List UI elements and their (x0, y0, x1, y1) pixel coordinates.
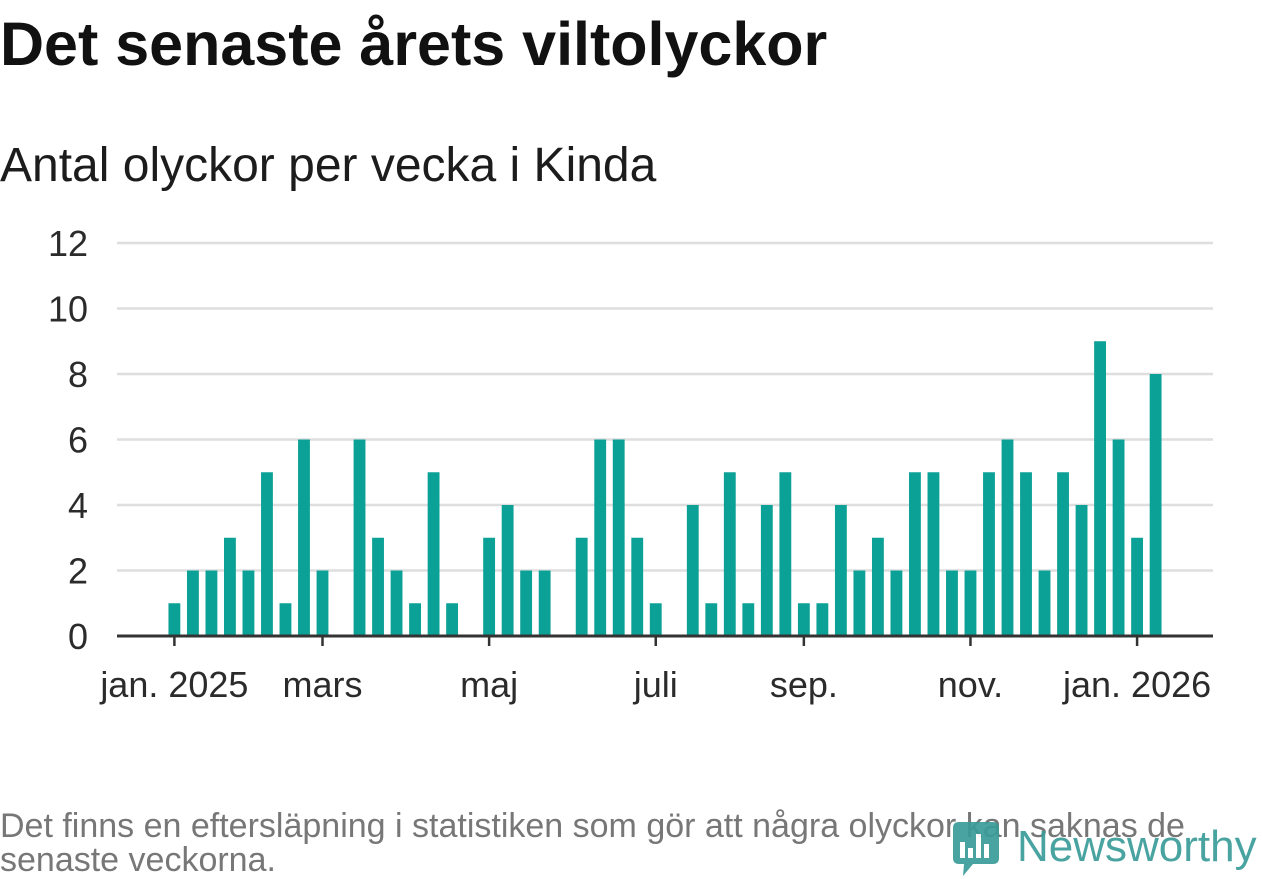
y-tick-label-10: 10 (48, 289, 88, 330)
bar-week-16 (446, 603, 459, 636)
bar-week-21 (538, 570, 551, 636)
bar-week-13 (390, 570, 403, 636)
x-tick-label-0: jan. 2025 (99, 664, 248, 705)
x-tick-label-3: juli (633, 664, 678, 705)
bar-week-6 (261, 472, 273, 636)
bar-week-32 (742, 603, 755, 636)
y-tick-label-2: 2 (68, 551, 88, 592)
bar-week-18 (483, 537, 496, 636)
bar-week-2 (186, 570, 199, 636)
weekly-accidents-bar-chart: 0 2 4 6 8 10 12 jan. 2025 mars maj juli sep. nov. jan… (48, 223, 1213, 705)
bar-week-35 (797, 603, 810, 636)
newsworthy-logo-icon (953, 822, 999, 876)
bar-week-19 (501, 505, 514, 636)
bar-week-15 (427, 472, 440, 636)
bar-week-29 (686, 505, 699, 636)
bar-week-31 (723, 472, 736, 636)
bar-week-7 (279, 603, 292, 636)
bar-week-24 (594, 439, 607, 636)
x-tick-label-5: nov. (938, 664, 1003, 705)
bar-week-42 (927, 472, 940, 636)
bar-week-11 (353, 439, 366, 636)
bar-week-14 (409, 603, 421, 636)
bar-week-52 (1112, 439, 1125, 636)
bar-week-39 (871, 537, 884, 636)
y-tick-label-4: 4 (68, 485, 88, 526)
bar-week-34 (779, 472, 792, 636)
y-tick-label-6: 6 (68, 420, 88, 461)
bar-week-45 (983, 472, 995, 636)
x-tick-label-6: jan. 2026 (1062, 664, 1211, 705)
y-tick-label-0: 0 (68, 616, 88, 657)
bar-week-43 (946, 570, 958, 636)
bar-week-12 (372, 537, 384, 636)
bar-week-5 (242, 570, 255, 636)
bar-week-3 (205, 570, 218, 636)
bar-week-36 (816, 603, 829, 636)
bar-week-33 (760, 505, 773, 636)
bar-week-9 (316, 570, 329, 636)
x-tick-label-2: maj (460, 664, 518, 705)
bar-week-27 (649, 603, 662, 636)
bar-week-30 (705, 603, 718, 636)
bar-week-20 (520, 570, 533, 636)
bar-week-41 (909, 472, 921, 636)
bar-week-38 (853, 570, 866, 636)
bar-week-25 (612, 439, 625, 636)
newsworthy-logo-text: Newsworthy (1017, 822, 1257, 871)
bar-week-53 (1131, 537, 1144, 636)
bar-week-54 (1149, 374, 1162, 636)
y-tick-label-12: 12 (48, 223, 88, 264)
bar-week-44 (964, 570, 977, 636)
bar-week-26 (631, 537, 644, 636)
x-tick-label-4: sep. (770, 664, 838, 705)
y-tick-label-8: 8 (68, 354, 88, 395)
bar-week-51 (1094, 341, 1106, 636)
x-tick-label-1: mars (283, 664, 363, 705)
bar-week-47 (1020, 472, 1032, 636)
bar-week-49 (1057, 472, 1069, 636)
bar-week-23 (575, 537, 588, 636)
newsworthy-logo: Newsworthy (950, 816, 1260, 879)
bar-week-46 (1001, 439, 1014, 636)
bar-week-8 (298, 439, 310, 636)
bar-week-37 (834, 505, 847, 636)
bar-week-4 (224, 537, 236, 636)
bar-week-1 (168, 603, 181, 636)
bar-week-48 (1038, 570, 1051, 636)
chart-title: Det senaste årets viltolyckor (0, 10, 828, 78)
bar-week-40 (890, 570, 903, 636)
bar-week-50 (1075, 505, 1088, 636)
chart-subtitle: Antal olyckor per vecka i Kinda (0, 139, 657, 192)
